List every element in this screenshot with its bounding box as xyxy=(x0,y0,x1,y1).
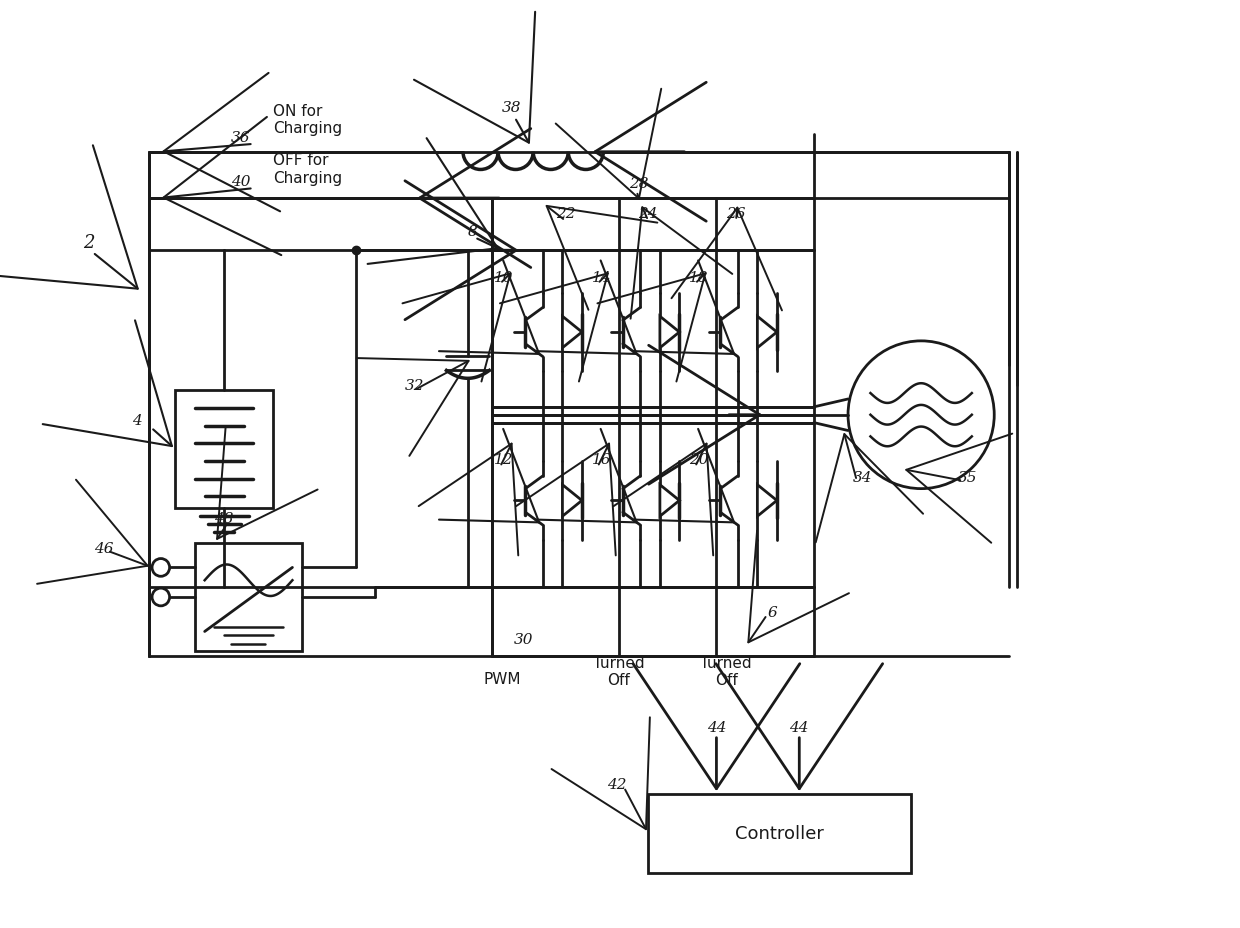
Text: Turned
Off: Turned Off xyxy=(701,655,751,688)
Text: 22: 22 xyxy=(556,207,575,221)
Text: 24: 24 xyxy=(639,207,658,221)
Text: 10: 10 xyxy=(495,271,513,285)
Bar xyxy=(649,794,911,873)
Polygon shape xyxy=(563,485,582,517)
Text: 30: 30 xyxy=(513,633,533,647)
Text: 18: 18 xyxy=(689,271,708,285)
Text: 28: 28 xyxy=(629,177,649,191)
Text: 4: 4 xyxy=(131,413,141,427)
Text: ON for
Charging: ON for Charging xyxy=(273,104,342,136)
Text: PWM: PWM xyxy=(484,672,521,687)
Text: 8: 8 xyxy=(467,225,477,238)
Text: 42: 42 xyxy=(608,778,626,792)
Text: OFF for
Charging: OFF for Charging xyxy=(273,153,342,186)
Text: 46: 46 xyxy=(94,541,114,555)
Text: Turned
Off: Turned Off xyxy=(593,655,645,688)
Text: 20: 20 xyxy=(689,453,708,467)
Text: 34: 34 xyxy=(853,470,873,484)
Polygon shape xyxy=(660,316,680,348)
Text: 35: 35 xyxy=(959,470,977,484)
Text: 32: 32 xyxy=(404,379,424,393)
Bar xyxy=(175,391,273,509)
Text: 40: 40 xyxy=(231,175,250,189)
Text: 44: 44 xyxy=(790,720,808,734)
Bar xyxy=(195,543,303,651)
Circle shape xyxy=(153,559,170,576)
Text: 14: 14 xyxy=(591,271,611,285)
Text: Controller: Controller xyxy=(735,824,825,843)
Text: 44: 44 xyxy=(707,720,727,734)
Polygon shape xyxy=(563,316,582,348)
Text: 38: 38 xyxy=(502,101,522,115)
Polygon shape xyxy=(758,316,777,348)
Polygon shape xyxy=(660,485,680,517)
Text: 26: 26 xyxy=(727,207,745,221)
Circle shape xyxy=(153,588,170,606)
Text: 48: 48 xyxy=(215,511,234,525)
Text: 12: 12 xyxy=(495,453,513,467)
Circle shape xyxy=(848,342,994,489)
Text: 2: 2 xyxy=(83,234,94,252)
Text: 6: 6 xyxy=(768,605,777,619)
Text: 36: 36 xyxy=(231,131,250,145)
Polygon shape xyxy=(758,485,777,517)
Text: 16: 16 xyxy=(591,453,611,467)
